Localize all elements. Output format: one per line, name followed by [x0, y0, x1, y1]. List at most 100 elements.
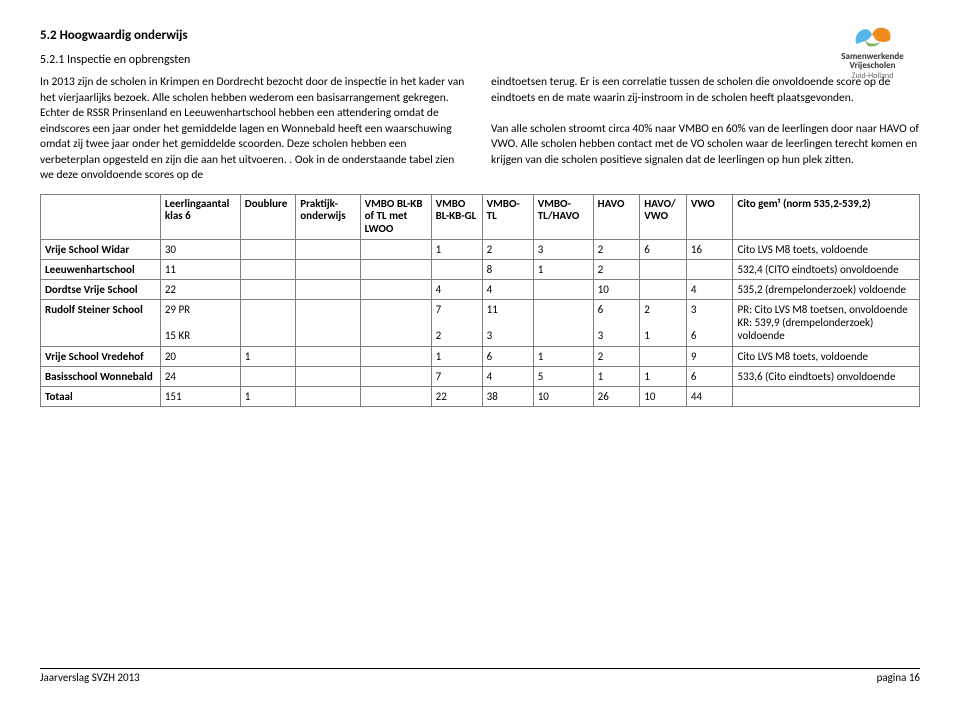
- cell-v1: [360, 366, 431, 386]
- cell-praktijk: [296, 239, 360, 259]
- org-logo: Samenwerkende Vrijescholen Zuid-Holland: [825, 20, 920, 81]
- cell-vwo: 44: [686, 387, 733, 407]
- cell-cito: Cito LVS M8 toets, voldoende: [733, 239, 920, 259]
- cell-v3: 8: [482, 259, 533, 279]
- cell-vwo: 16: [686, 239, 733, 259]
- row-school-name: Rudolf Steiner School: [41, 300, 161, 347]
- cell-v3: 4: [482, 279, 533, 299]
- col-havovwo: HAVO/ VWO: [640, 194, 687, 239]
- table-row: Totaal1511223810261044: [41, 387, 920, 407]
- cell-v3: 6: [482, 346, 533, 366]
- footer-right: pagina 16: [877, 671, 920, 684]
- table-row: Vrije School Vredehof20116129 Cito LVS M…: [41, 346, 920, 366]
- cell-doublure: [240, 259, 295, 279]
- cell-v3: 2: [482, 239, 533, 259]
- cell-leerling: 30: [160, 239, 240, 259]
- cell-praktijk: [296, 259, 360, 279]
- cell-v2: 7: [431, 366, 482, 386]
- cell-praktijk: [296, 366, 360, 386]
- cell-v4: 1: [533, 259, 593, 279]
- page-footer: Jaarverslag SVZH 2013 pagina 16: [40, 668, 920, 684]
- cell-doublure: [240, 300, 295, 347]
- section-heading: 5.2 Hoogwaardig onderwijs: [40, 28, 920, 43]
- cell-leerling: 22: [160, 279, 240, 299]
- cell-havovwo: 6: [640, 239, 687, 259]
- cell-v2: 1: [431, 346, 482, 366]
- cell-v4: [533, 300, 593, 347]
- cell-havo: 2: [593, 239, 640, 259]
- cell-leerling: 11: [160, 259, 240, 279]
- cell-v1: [360, 259, 431, 279]
- cell-havovwo: 1: [640, 366, 687, 386]
- cell-doublure: [240, 279, 295, 299]
- intro-columns: In 2013 zijn de scholen in Krimpen en Do…: [40, 75, 920, 184]
- row-school-name: Dordtse Vrije School: [41, 279, 161, 299]
- cell-vwo: [686, 259, 733, 279]
- cell-v2: 22: [431, 387, 482, 407]
- col-vmbo2: VMBO BL-KB-GL: [431, 194, 482, 239]
- table-row: Rudolf Steiner School29 PR 15 KR7 211 36…: [41, 300, 920, 347]
- cell-vwo: 3 6: [686, 300, 733, 347]
- cell-v3: 4: [482, 366, 533, 386]
- cell-havovwo: 10: [640, 387, 687, 407]
- cell-vwo: 9: [686, 346, 733, 366]
- cell-v4: [533, 279, 593, 299]
- cell-havovwo: [640, 259, 687, 279]
- cell-v2: [431, 259, 482, 279]
- cell-havo: 26: [593, 387, 640, 407]
- logo-region: Zuid-Holland: [825, 71, 920, 81]
- cell-praktijk: [296, 300, 360, 347]
- table-row: Leeuwenhartschool11 812 532,4 (CITO eindto…: [41, 259, 920, 279]
- cell-havovwo: [640, 279, 687, 299]
- cell-v2: 1: [431, 239, 482, 259]
- cell-v4: 10: [533, 387, 593, 407]
- cell-leerling: 29 PR 15 KR: [160, 300, 240, 347]
- row-school-name: Leeuwenhartschool: [41, 259, 161, 279]
- cell-v4: 3: [533, 239, 593, 259]
- cell-v4: 1: [533, 346, 593, 366]
- cell-leerling: 151: [160, 387, 240, 407]
- cell-v4: 5: [533, 366, 593, 386]
- cell-cito: 532,4 (CITO eindtoets) onvoldoende: [733, 259, 920, 279]
- cell-doublure: 1: [240, 346, 295, 366]
- cell-havovwo: [640, 346, 687, 366]
- cell-doublure: 1: [240, 387, 295, 407]
- cell-cito: 533,6 (Cito eindtoets) onvoldoende: [733, 366, 920, 386]
- logo-icon: [825, 20, 920, 50]
- cell-cito: Cito LVS M8 toets, voldoende: [733, 346, 920, 366]
- cell-v1: [360, 346, 431, 366]
- row-school-name: Vrije School Vredehof: [41, 346, 161, 366]
- cell-praktijk: [296, 279, 360, 299]
- cell-leerling: 20: [160, 346, 240, 366]
- col-school: [41, 194, 161, 239]
- table-row: Dordtse Vrije School2244104535,2 (drempe…: [41, 279, 920, 299]
- cell-doublure: [240, 239, 295, 259]
- row-school-name: Basisschool Wonnebald: [41, 366, 161, 386]
- cell-havovwo: 2 1: [640, 300, 687, 347]
- cell-v1: [360, 300, 431, 347]
- row-school-name: Totaal: [41, 387, 161, 407]
- cell-havo: 2: [593, 346, 640, 366]
- cell-havo: 10: [593, 279, 640, 299]
- intro-para-left: In 2013 zijn de scholen in Krimpen en Do…: [40, 75, 469, 184]
- cell-v2: 4: [431, 279, 482, 299]
- col-vmbo4: VMBO-TL/HAVO: [533, 194, 593, 239]
- col-doublure: Doublure: [240, 194, 295, 239]
- cell-doublure: [240, 366, 295, 386]
- table-row: Vrije School Widar301232616 Cito LVS M8 …: [41, 239, 920, 259]
- cell-cito: [733, 387, 920, 407]
- cell-v3: 11 3: [482, 300, 533, 347]
- cell-havo: 2: [593, 259, 640, 279]
- cell-v3: 38: [482, 387, 533, 407]
- cell-havo: 6 3: [593, 300, 640, 347]
- cell-v1: [360, 279, 431, 299]
- col-havo: HAVO: [593, 194, 640, 239]
- row-school-name: Vrije School Widar: [41, 239, 161, 259]
- cell-leerling: 24: [160, 366, 240, 386]
- col-cito: Cito gem¹ (norm 535,2-539,2): [733, 194, 920, 239]
- results-table: Leerlingaantal klas 6 Doublure Praktijk-…: [40, 194, 920, 408]
- cell-vwo: 6: [686, 366, 733, 386]
- cell-praktijk: [296, 387, 360, 407]
- cell-vwo: 4: [686, 279, 733, 299]
- table-row: Basisschool Wonnebald24745116533,6 (Cito…: [41, 366, 920, 386]
